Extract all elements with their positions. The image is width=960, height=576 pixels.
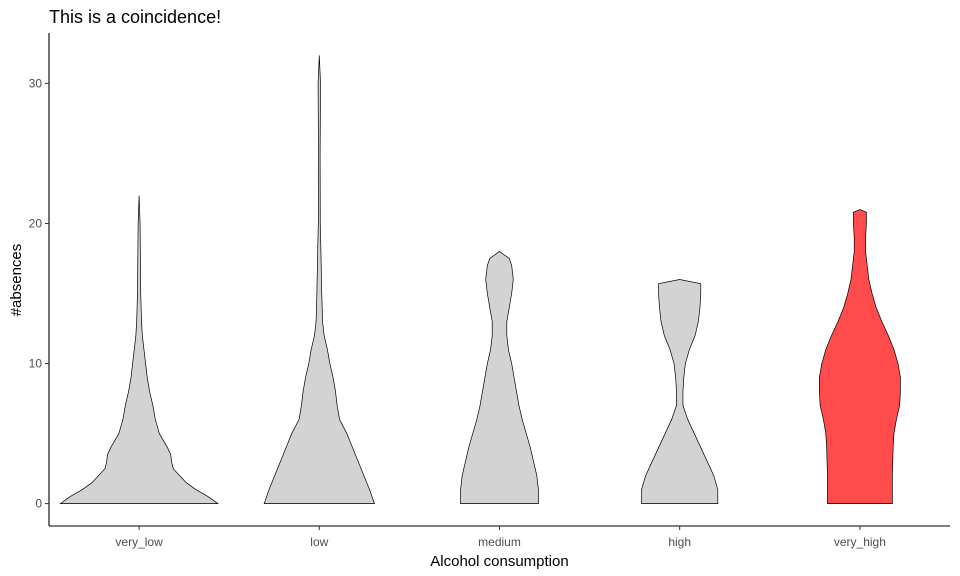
violin-low — [263, 55, 375, 504]
violin-very_high — [819, 209, 901, 504]
y-tick-label: 0 — [35, 497, 42, 511]
violin-very_low — [59, 195, 219, 504]
axes-layer: 0 10 20 30 very_low low medium high very_high — [29, 33, 950, 549]
x-tick-label: high — [668, 535, 691, 549]
violins-layer — [59, 55, 901, 504]
y-tick-label: 20 — [29, 216, 43, 230]
y-axis-title: #absences — [8, 244, 25, 317]
y-tick-label: 10 — [29, 357, 43, 371]
violin-medium — [460, 251, 539, 504]
x-tick-label: very_high — [834, 535, 886, 549]
x-tick-label: low — [310, 535, 328, 549]
x-axis-title: Alcohol consumption — [430, 553, 568, 570]
y-tick-label: 30 — [29, 76, 43, 90]
x-tick-label: very_low — [115, 535, 163, 549]
chart-title: This is a coincidence! — [49, 7, 221, 27]
violin-high — [641, 279, 719, 504]
x-tick-label: medium — [478, 535, 521, 549]
